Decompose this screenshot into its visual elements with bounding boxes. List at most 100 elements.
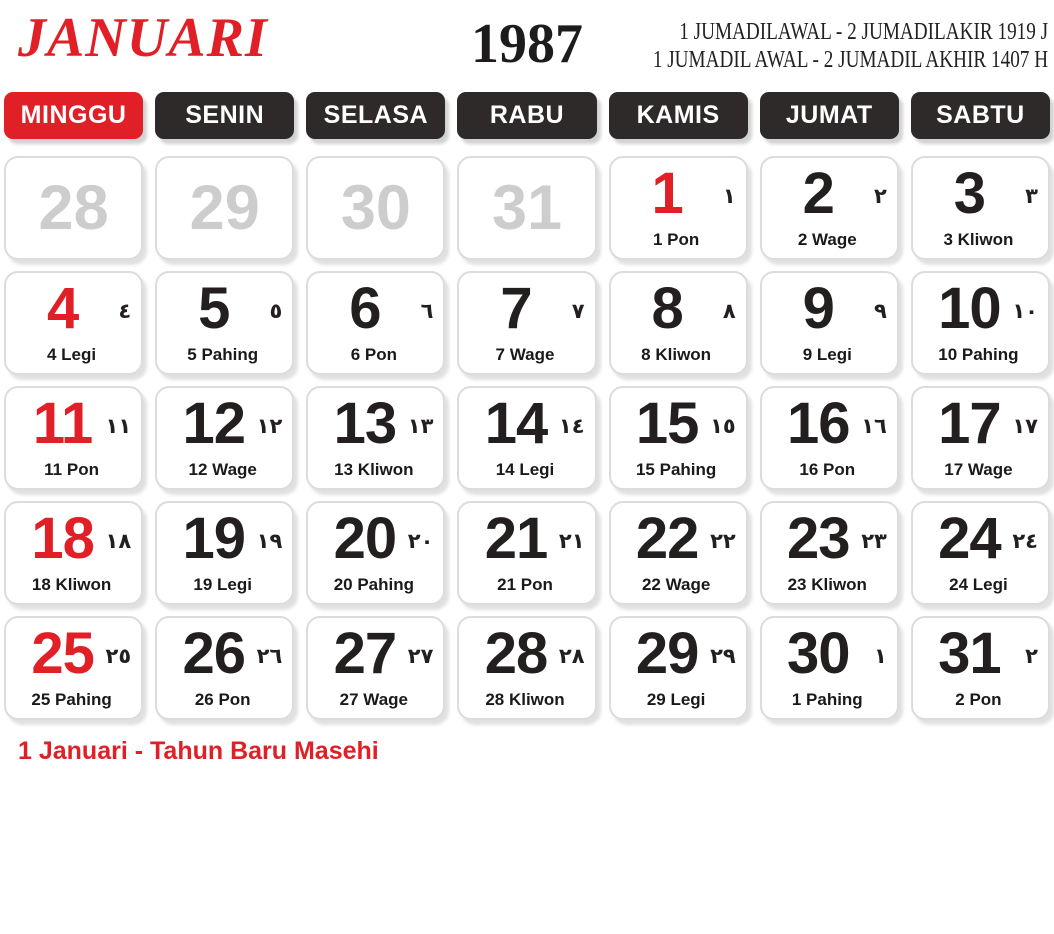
- date-number: 4: [46, 276, 79, 341]
- pasaran-label: 7 Wage: [495, 345, 555, 364]
- date-row: 12 ١٢: [157, 388, 292, 460]
- day-cell-24: 24 ٢٤ 24 Legi: [910, 501, 1050, 605]
- arabic-date-number: ٥: [269, 299, 283, 323]
- day-cell-prev-29: 29: [155, 156, 295, 260]
- arabic-date-number: ١٧: [1012, 414, 1038, 438]
- date-number: 26: [182, 621, 246, 686]
- date-row: 25 ٢٥: [6, 618, 141, 690]
- day-cell-27: 27 ٢٧ 27 Wage: [306, 616, 446, 720]
- date-number: 8: [651, 276, 684, 341]
- arabic-date-number: ١٩: [256, 529, 283, 553]
- date-number: 15: [635, 391, 700, 456]
- pasaran-label: 26 Pon: [194, 690, 251, 709]
- pasaran-label: 28 Kliwon: [485, 690, 565, 709]
- arabic-date-number: ٢٠: [407, 529, 434, 553]
- date-number: 31: [938, 621, 1002, 686]
- arabic-date-number: ١٥: [710, 414, 736, 438]
- calendar-header: JANUARI 1987 1 JUMADILAWAL - 2 JUMADILAK…: [0, 0, 1054, 92]
- arabic-date-number: ٤: [118, 299, 132, 323]
- era-line-javanese: 1 JUMADILAWAL - 2 JUMADILAKIR 1919 J: [679, 19, 1048, 45]
- calendar-grid: 28 29 30 31 1 ١ 1 Pon 2 ٢ 2 Wage 3 ٣ 3 Kliwon 4 ٤ 4 Leg…: [0, 156, 1054, 720]
- day-cell-19: 19 ١٩ 19 Legi: [155, 501, 295, 605]
- day-cell-15: 15 ١٥ 15 Pahing: [608, 386, 748, 490]
- date-number: 27: [333, 621, 398, 686]
- arabic-date-number: ٢٧: [407, 644, 434, 668]
- day-cell-prev-30: 30: [306, 156, 446, 260]
- weekday-header-jumat: JUMAT: [759, 92, 899, 139]
- day-cell-30: 30 ١ 1 Pahing: [759, 616, 899, 720]
- arabic-date-number: ٢: [1025, 644, 1038, 668]
- arabic-date-number: ١: [722, 184, 736, 208]
- era-lines: 1 JUMADILAWAL - 2 JUMADILAKIR 1919 J 1 J…: [554, 18, 1048, 74]
- day-cell-23: 23 ٢٣ 23 Kliwon: [759, 501, 899, 605]
- pasaran-label: 9 Legi: [802, 345, 852, 364]
- muted-date-number: 28: [38, 172, 109, 243]
- arabic-date-number: ١٤: [558, 414, 585, 438]
- pasaran-label: 3 Kliwon: [943, 230, 1014, 249]
- muted-date-number: 30: [340, 172, 411, 243]
- date-number: 18: [31, 506, 95, 571]
- date-row: 19 ١٩: [157, 503, 292, 575]
- date-number: 17: [938, 391, 1002, 456]
- date-row: 29 ٢٩: [611, 618, 746, 690]
- pasaran-label: 2 Wage: [797, 230, 857, 249]
- day-cell-14: 14 ١٤ 14 Legi: [457, 386, 597, 490]
- pasaran-label: 20 Pahing: [333, 575, 414, 594]
- arabic-date-number: ١٨: [105, 529, 132, 553]
- date-row: 20 ٢٠: [308, 503, 443, 575]
- date-row: 23 ٢٣: [762, 503, 897, 575]
- pasaran-label: 1 Pahing: [791, 690, 863, 709]
- day-cell-11: 11 ١١ 11 Pon: [4, 386, 144, 490]
- arabic-date-number: ١٣: [407, 414, 434, 438]
- day-cell-16: 16 ١٦ 16 Pon: [759, 386, 899, 490]
- day-cell-3: 3 ٣ 3 Kliwon: [910, 156, 1050, 260]
- date-row: 28 ٢٨: [459, 618, 594, 690]
- arabic-date-number: ٣: [1025, 184, 1038, 208]
- muted-date-number: 29: [189, 172, 260, 243]
- month-title: JANUARI: [18, 7, 268, 69]
- date-row: 26 ٢٦: [157, 618, 292, 690]
- pasaran-label: 13 Kliwon: [334, 460, 414, 479]
- weekday-header-selasa: SELASA: [306, 92, 446, 139]
- pasaran-label: 25 Pahing: [31, 690, 112, 709]
- arabic-date-number: ١١: [105, 414, 132, 438]
- arabic-date-number: ١: [874, 644, 887, 668]
- date-row: 30 ١: [762, 618, 897, 690]
- pasaran-label: 11 Pon: [44, 460, 99, 479]
- date-number: 20: [333, 506, 398, 571]
- era-line-hijri: 1 JUMADIL AWAL - 2 JUMADIL AKHIR 1407 H: [652, 47, 1048, 73]
- day-cell-prev-28: 28: [4, 156, 144, 260]
- date-number: 3: [953, 161, 986, 226]
- date-number: 2: [802, 161, 835, 226]
- pasaran-label: 21 Pon: [497, 575, 553, 594]
- date-number: 28: [484, 621, 549, 686]
- date-row: 22 ٢٢: [611, 503, 746, 575]
- arabic-date-number: ٢٦: [256, 644, 283, 668]
- day-cell-20: 20 ٢٠ 20 Pahing: [306, 501, 446, 605]
- date-row: 14 ١٤: [459, 388, 594, 460]
- year-title: 1987: [471, 13, 583, 75]
- arabic-date-number: ٢٤: [1012, 529, 1038, 553]
- weekday-header-rabu: RABU: [457, 92, 597, 139]
- pasaran-label: 27 Wage: [339, 690, 409, 709]
- pasaran-label: 19 Legi: [193, 575, 252, 594]
- pasaran-label: 1 Pon: [652, 230, 700, 249]
- holiday-note: 1 Januari - Tahun Baru Masehi: [18, 737, 379, 765]
- pasaran-label: 2 Pon: [955, 690, 1002, 709]
- date-number: 30: [787, 621, 851, 686]
- arabic-date-number: ٢٨: [558, 644, 585, 668]
- arabic-date-number: ١٦: [861, 414, 887, 438]
- date-number: 21: [484, 506, 549, 571]
- date-number: 1: [651, 161, 684, 226]
- date-row: 15 ١٥: [611, 388, 746, 460]
- pasaran-label: 14 Legi: [495, 460, 555, 479]
- pasaran-label: 15 Pahing: [635, 460, 717, 479]
